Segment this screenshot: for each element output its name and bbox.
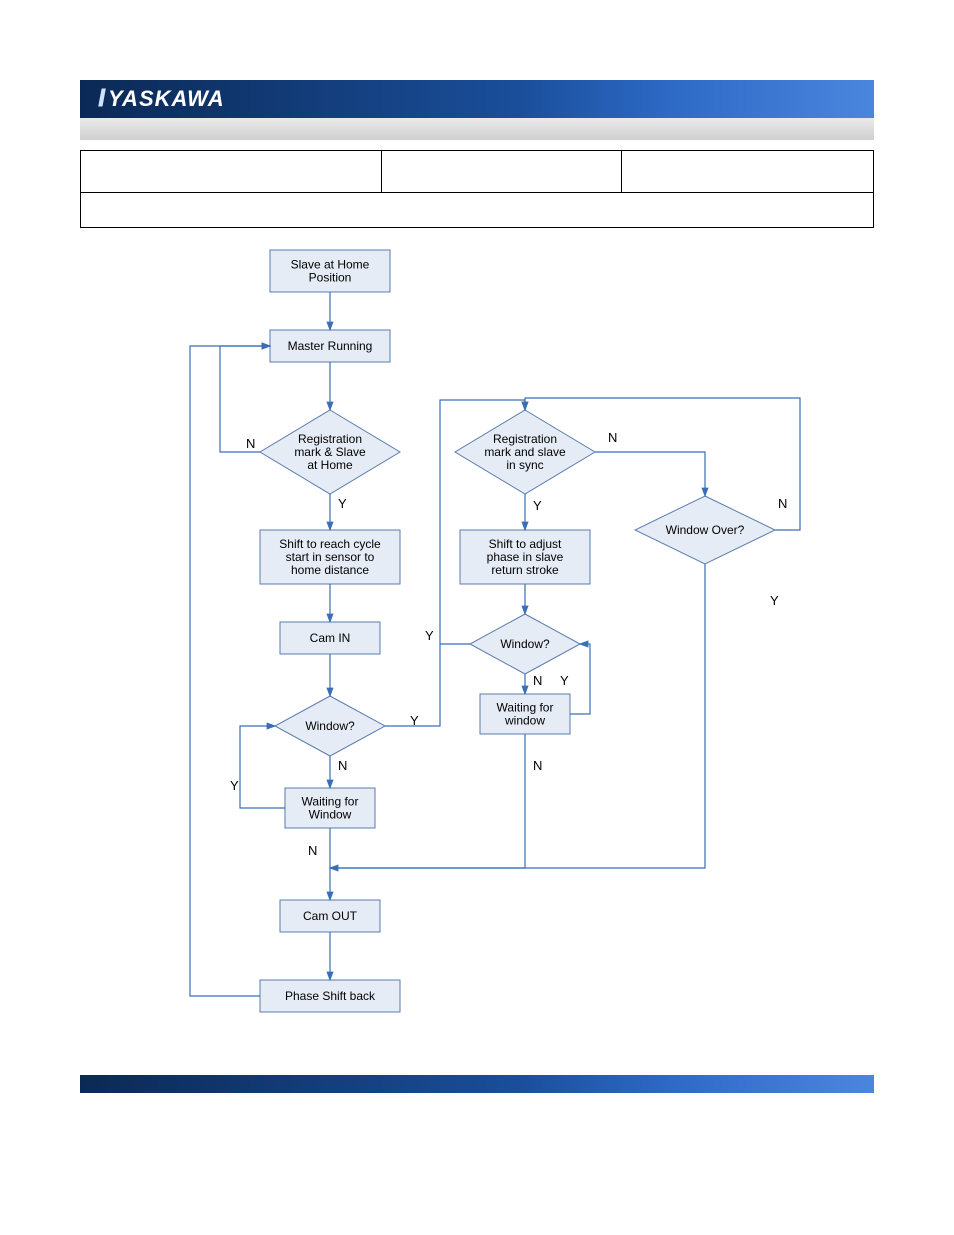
flow-edge-10 [190, 346, 270, 996]
svg-text:Waiting forWindow: Waiting forWindow [302, 795, 359, 822]
svg-text:Waiting forwindow: Waiting forwindow [497, 701, 554, 728]
flow-branch-label: Y [533, 498, 542, 513]
flow-edge-19 [595, 452, 705, 496]
header-cell-1 [81, 151, 382, 193]
flow-branch-label: N [246, 436, 255, 451]
header-table-row2 [80, 192, 874, 228]
header-cell-2 [381, 151, 622, 193]
flow-edge-18 [570, 644, 590, 714]
flow-branch-label: Y [410, 713, 419, 728]
svg-text:Window Over?: Window Over? [666, 523, 745, 537]
svg-text:Shift to adjustphase in slaver: Shift to adjustphase in slavereturn stro… [487, 537, 564, 577]
brand-text: YASKAWA [108, 86, 225, 112]
svg-text:Cam OUT: Cam OUT [303, 909, 358, 923]
footer-bar [80, 1075, 874, 1093]
flow-branch-label: N [533, 758, 542, 773]
flow-branch-label: Y [560, 673, 569, 688]
flow-branch-label: N [608, 430, 617, 445]
flow-branch-label: Y [770, 593, 779, 608]
flow-branch-label: Y [425, 628, 434, 643]
flow-branch-label: N [338, 758, 347, 773]
flow-branch-label: N [778, 496, 787, 511]
flow-branch-label: N [533, 673, 542, 688]
header-table-row1 [80, 150, 874, 193]
brand-logo-icon: /// [98, 85, 100, 113]
flow-branch-label: N [308, 843, 317, 858]
svg-text:Shift to reach cyclestart in s: Shift to reach cyclestart in sensor toho… [279, 537, 381, 577]
svg-text:Cam IN: Cam IN [310, 631, 351, 645]
flow-branch-label: Y [338, 496, 347, 511]
svg-text:Window?: Window? [305, 719, 355, 733]
flowchart: Slave at HomePositionMaster RunningShift… [80, 230, 874, 1070]
flow-edge-12 [240, 726, 285, 808]
flow-edge-9 [220, 346, 270, 452]
svg-text:Phase Shift back: Phase Shift back [285, 989, 376, 1003]
flow-branch-label: Y [230, 778, 239, 793]
svg-text:Master Running: Master Running [288, 339, 373, 353]
svg-text:Window?: Window? [500, 637, 550, 651]
sub-header-bar [80, 118, 874, 140]
header-cell-3 [621, 151, 873, 193]
brand-header: /// YASKAWA [80, 80, 874, 118]
